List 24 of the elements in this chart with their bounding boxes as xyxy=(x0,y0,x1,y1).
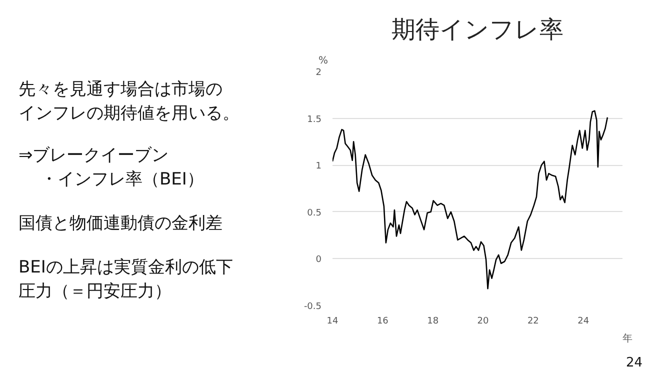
y-tick-label: 1 xyxy=(316,162,322,172)
x-tick-label: 16 xyxy=(376,316,389,326)
text: 先々を見通す場合は市場の xyxy=(18,80,222,100)
y-tick-label: 0 xyxy=(316,255,322,266)
y-tick-label: 0.5 xyxy=(307,208,322,218)
text: BEIの上昇は実質金利の低下 xyxy=(18,258,233,278)
x-tick-label: 18 xyxy=(427,316,439,326)
x-tick-label: 24 xyxy=(578,316,590,326)
chart-title: 期待インフレ率 xyxy=(392,16,564,44)
x-tick-label: 14 xyxy=(326,316,338,326)
text: ⇒ブレークイーブン xyxy=(18,146,169,166)
text: 圧力（＝円安圧力） xyxy=(18,282,172,302)
x-axis-title: 年 xyxy=(622,332,632,344)
x-tick-label: 20 xyxy=(477,316,490,326)
text: ・インフレ率（BEI） xyxy=(40,170,204,190)
y-axis-title: % xyxy=(318,56,328,66)
line-series xyxy=(332,110,608,290)
text: 国債と物価連動債の金利差 xyxy=(18,214,222,234)
text: インフレの期待値を用いる。 xyxy=(18,104,240,124)
y-tick-label: 1.5 xyxy=(307,114,322,125)
x-tick-label: 22 xyxy=(527,316,539,326)
text: 24 xyxy=(626,356,643,370)
y-tick-label: -0.5 xyxy=(304,302,322,312)
y-tick-label: 2 xyxy=(316,68,322,78)
